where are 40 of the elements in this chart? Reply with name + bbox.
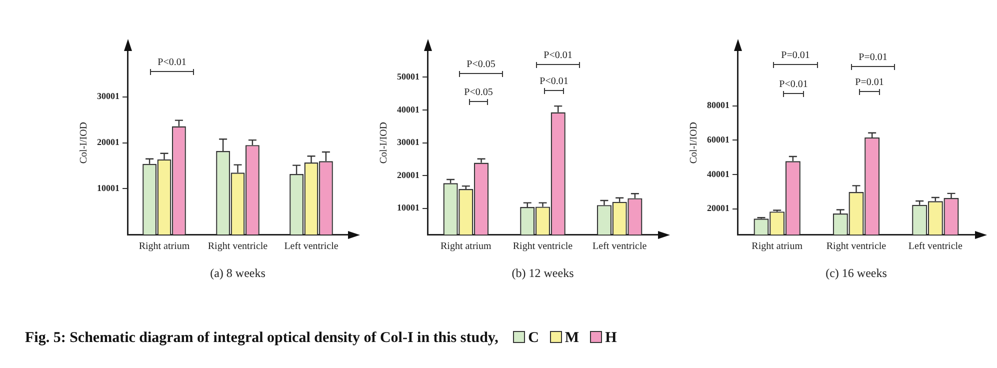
y-tick-label: 40001 [707,168,730,179]
annotation: P=0.01 [855,77,884,88]
annotation: P<0.05 [464,87,493,98]
x-axis-title: (a) 8 weeks [210,266,266,280]
y-axis-title: Col-I/IOD [378,122,390,164]
x-tick-label: Left ventricle [592,241,648,252]
x-axis-title: (b) 12 weeks [512,266,574,280]
x-tick-label: Left ventricle [908,241,964,252]
y-tick-label: 10001 [397,202,420,213]
x-tick-label: Right ventricle [512,241,574,252]
y-axis-title: Col-I/IOD [688,122,700,164]
y-tick-label: 10001 [97,183,120,194]
legend-label: H [605,330,617,346]
annotation: P=0.01 [858,52,888,63]
x-axis-title: (c) 16 weeks [826,266,888,280]
x-tick-label: Right atrium [440,241,492,252]
y-axis-title: Col-I/IOD [78,122,90,164]
text: Fig. 5: Schematic diagram of integral optical density of Col-I in this study, [25,330,500,346]
x-tick-label: Right ventricle [208,241,268,252]
x-tick-label: Right atrium [752,241,803,252]
y-tick-label: 30001 [97,91,120,102]
y-tick-label: 20001 [397,170,420,180]
annotation: P<0.01 [779,79,808,90]
y-tick-label: 40001 [397,104,420,114]
legend-label: M [564,330,580,346]
annotation: P<0.05 [466,59,496,70]
x-tick-label: Left ventricle [284,241,339,252]
annotation: P<0.01 [158,57,186,68]
x-tick-label: Right ventricle [826,241,887,252]
y-tick-label: 20001 [707,203,730,214]
annotation: P<0.01 [544,50,572,61]
y-tick-label: 50001 [397,72,420,82]
legend-label: C [528,330,539,346]
y-tick-label: 20001 [97,137,120,148]
x-tick-label: Right atrium [138,241,190,252]
annotation: P=0.01 [781,50,810,61]
y-tick-label: 80001 [707,100,730,110]
y-tick-label: 60001 [707,134,730,145]
y-tick-label: 30001 [397,137,420,148]
annotation: P<0.01 [540,76,568,87]
